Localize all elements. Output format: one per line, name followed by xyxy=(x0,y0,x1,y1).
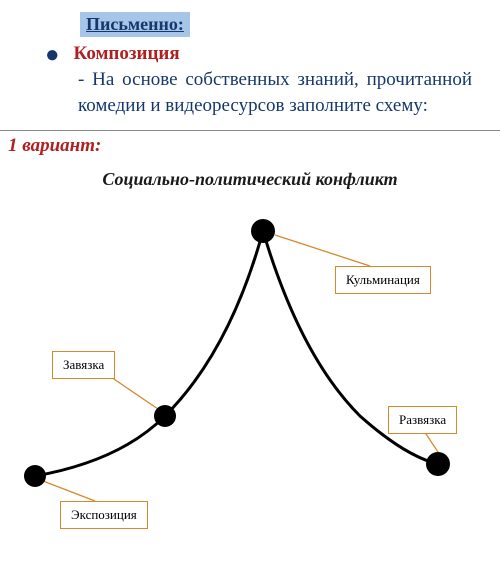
bullet-dot: ● xyxy=(45,45,60,65)
plot-label: Экспозиция xyxy=(60,501,148,529)
instruction-block: Письменно: ● Композиция - На основе собс… xyxy=(0,0,500,130)
composition-label: Композиция xyxy=(74,43,180,65)
heading-title: Письменно: xyxy=(86,14,184,34)
instruction-text: - На основе собственных знаний, прочитан… xyxy=(78,67,472,118)
plot-label: Развязка xyxy=(388,406,457,434)
bullet-row: ● Композиция xyxy=(45,43,472,65)
plot-label: Кульминация xyxy=(335,266,431,294)
plot-label: Завязка xyxy=(52,351,115,379)
heading-box: Письменно: xyxy=(80,12,190,37)
plot-diagram: Социально-политический конфликт Кульмина… xyxy=(0,161,500,541)
variant-label: 1 вариант: xyxy=(0,131,500,161)
